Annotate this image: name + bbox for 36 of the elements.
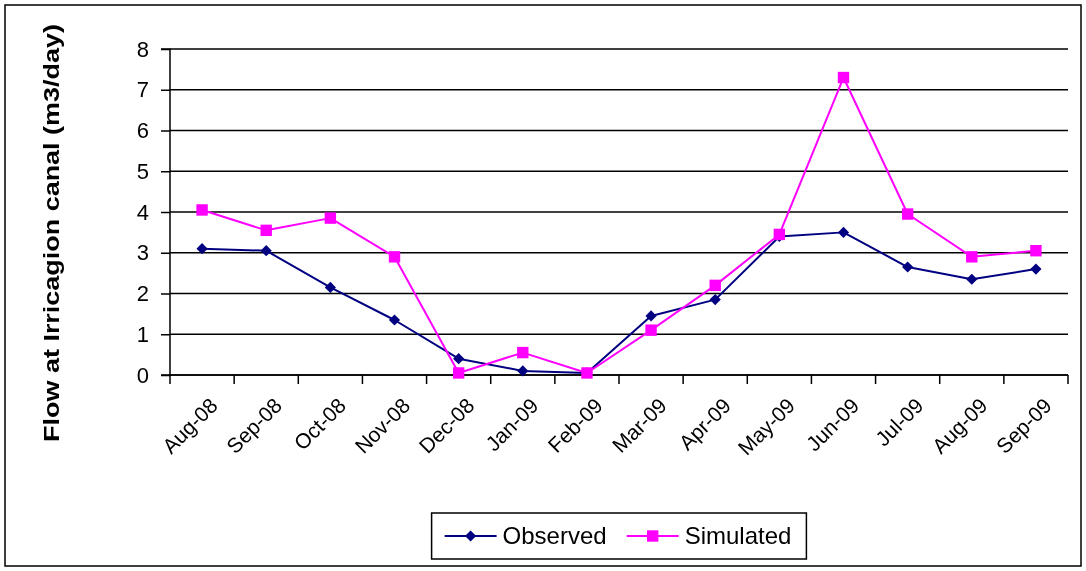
point xyxy=(196,204,208,216)
y-tick-label: 3 xyxy=(136,240,149,266)
point xyxy=(1030,245,1042,257)
y-tick-label: 0 xyxy=(136,362,149,388)
legend-label: Simulated xyxy=(684,522,792,550)
point xyxy=(901,208,914,220)
y-tick-label: 2 xyxy=(136,281,149,307)
point xyxy=(966,273,978,285)
point xyxy=(453,353,465,365)
y-tick-label: 6 xyxy=(136,118,149,144)
y-tick-label: 1 xyxy=(136,321,149,347)
y-tick-label: 8 xyxy=(136,36,149,62)
point xyxy=(1030,263,1042,275)
point xyxy=(260,224,272,237)
point xyxy=(452,367,465,379)
y-tick-label: 7 xyxy=(136,77,149,103)
point xyxy=(388,251,401,263)
point xyxy=(966,251,978,263)
y-tick-label: 5 xyxy=(136,158,149,184)
point xyxy=(388,314,401,326)
point xyxy=(709,279,721,292)
point xyxy=(645,310,657,322)
point xyxy=(260,245,272,257)
point xyxy=(902,261,914,273)
point xyxy=(324,281,336,293)
point xyxy=(709,294,721,306)
legend-label: Observed xyxy=(502,522,607,550)
point xyxy=(196,243,208,255)
point xyxy=(517,346,529,359)
point xyxy=(645,324,657,336)
point xyxy=(837,71,850,84)
point xyxy=(837,226,850,238)
y-axis-title: Flow at Irricagion canal (m3/day) xyxy=(39,24,64,442)
point xyxy=(517,365,529,377)
point xyxy=(324,212,337,224)
y-tick-label: 4 xyxy=(136,199,149,225)
